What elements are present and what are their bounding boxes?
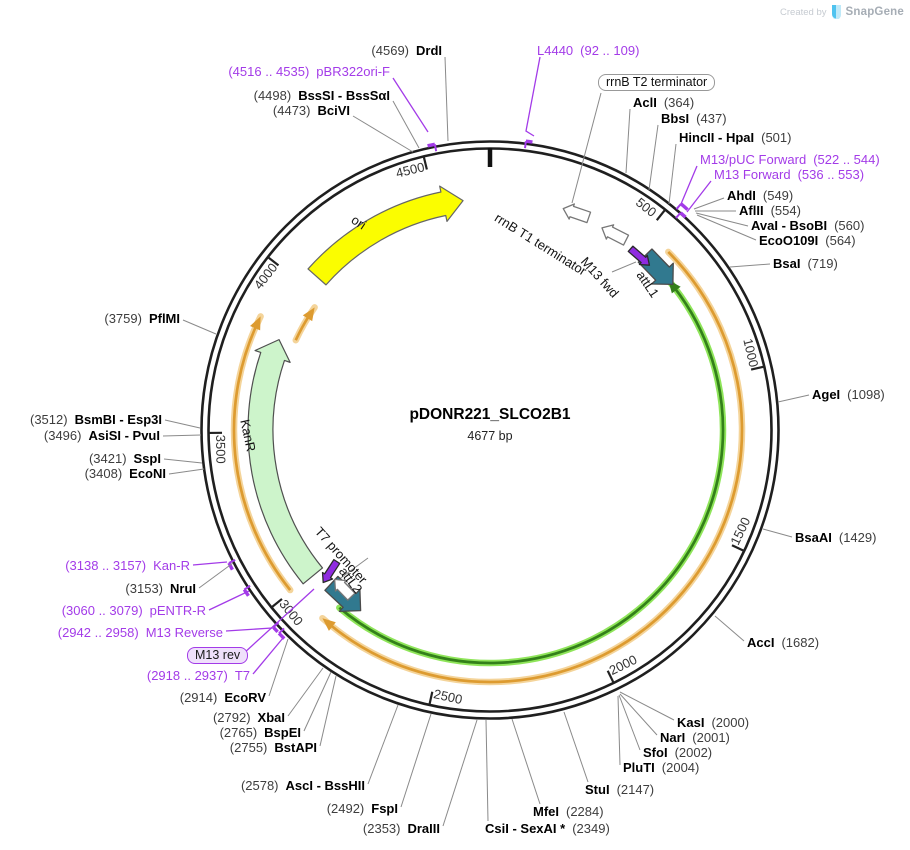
- leader-line-MfeI: [511, 718, 541, 805]
- scale-label-3000: 3000: [276, 597, 306, 629]
- leader-line-XbaI: [287, 667, 324, 717]
- leader-line-HincII-HpaI: [668, 143, 677, 205]
- plasmid-size: 4677 bp: [467, 429, 513, 443]
- leader-line-M13-fwd: [611, 261, 637, 273]
- leader-line-CsiI-SexAI: [485, 719, 489, 822]
- leader-line-M13-Reverse: [225, 627, 273, 632]
- leader-line-PluTI: [617, 695, 621, 766]
- snapgene-watermark: Created by SnapGene: [780, 5, 904, 19]
- pBR322ori-F-site: [427, 142, 436, 148]
- SLCO2B1-insert: [338, 286, 725, 665]
- leader-line-M13-pUC-Forward: [680, 165, 698, 205]
- leader-line-AccI: [714, 615, 745, 642]
- KanR-feature: [247, 339, 324, 585]
- leader-line-EcoRV: [268, 638, 289, 697]
- leader-line-AsiSI-PvuI: [162, 434, 202, 437]
- leader-line-M13-Forward: [686, 180, 712, 213]
- leader-line-pENTR-R: [208, 590, 250, 611]
- leader-line-FspI: [400, 713, 432, 808]
- scale-tick-4000: [267, 256, 280, 267]
- leader-line-DraIII: [442, 719, 478, 827]
- scale-label-4000: 4000: [251, 260, 281, 292]
- snapgene-brand-text: SnapGene: [845, 6, 904, 18]
- scale-label-3500: 3500: [213, 435, 228, 464]
- leader-line-pBR322ori-F: [392, 77, 429, 133]
- leader-line-T7: [252, 637, 284, 675]
- plasmid-name: pDONR221_SLCO2B1: [409, 406, 571, 423]
- orf-small: [294, 314, 311, 341]
- T7-promoter-arrow: [334, 578, 356, 601]
- leader-line-L4440: [525, 56, 541, 137]
- backbone-outer-ring: [200, 140, 780, 720]
- scale-tick-500: [655, 209, 666, 221]
- M13-Reverse-site: [272, 626, 279, 634]
- leader-line-AhdI: [693, 197, 725, 210]
- leader-line-NarI: [619, 693, 658, 736]
- M13-fwd-arrow: [627, 245, 651, 266]
- scale-label-1000: 1000: [740, 337, 761, 369]
- scale-tick-3000: [271, 598, 283, 609]
- leader-line-AgeI: [777, 394, 810, 403]
- leader-line-BspEI: [303, 671, 332, 732]
- M13-Reverse-site-foot: [272, 621, 280, 628]
- orf-insert-halo: [319, 248, 746, 686]
- orf-kanr-arrowhead: [250, 316, 261, 331]
- M13-Forward-site-foot: [675, 212, 682, 219]
- leader-line-DrdI: [444, 56, 449, 142]
- T7-site-foot: [278, 627, 285, 635]
- leader-line-BciVI: [352, 115, 414, 153]
- scale-label-2000: 2000: [607, 652, 640, 678]
- pENTR-R-site-foot: [243, 584, 251, 591]
- Kan-R-site-foot: [228, 558, 236, 564]
- M13-pUC-Forward-site-foot: [675, 203, 682, 210]
- leader-line-EcoNI: [168, 468, 205, 475]
- M13-Forward-site: [679, 211, 687, 219]
- scale-tick-1000: [750, 365, 765, 371]
- leader-line-KasI: [619, 691, 675, 721]
- pBR322ori-F-site-foot: [433, 144, 438, 152]
- leader-line-NruI: [198, 562, 234, 589]
- snapgene-logo-icon: [831, 5, 841, 19]
- scale-label-500: 500: [633, 195, 659, 220]
- rrnB-T2-terminator-arrow: [562, 203, 592, 224]
- leader-line-StuI: [563, 711, 589, 783]
- leader-line-M13-rev: [242, 588, 315, 655]
- leader-line-Kan-R: [192, 561, 228, 566]
- leader-line-T7-promoter: [337, 557, 369, 581]
- scale-label-2500: 2500: [432, 686, 463, 707]
- leader-line-SspI: [163, 458, 203, 464]
- T7-site: [277, 632, 286, 640]
- leader-line-AvaI-BsoBI: [695, 212, 749, 227]
- leader-line-rrnB-T2-terminator: [571, 92, 602, 204]
- scale-tick-2000: [606, 670, 615, 683]
- orf-small-arrowhead: [302, 307, 315, 322]
- L4440-site-foot: [524, 141, 527, 149]
- leader-line-PflMI: [182, 319, 217, 335]
- scale-tick-1500: [731, 544, 745, 552]
- rrnB-T1-terminator-arrow: [601, 224, 630, 246]
- leader-line-BbsI: [648, 124, 659, 191]
- leader-line-AscI-BssHII: [367, 704, 399, 785]
- leader-line-BstAPI: [319, 675, 337, 747]
- leader-line-AclI: [625, 108, 631, 174]
- orf-insert: [328, 250, 744, 684]
- M13-pUC-Forward-site: [679, 202, 689, 211]
- orf-kanr: [232, 324, 292, 591]
- scale-tick-2500: [428, 691, 434, 705]
- leader-line-BsmBI-Esp3I: [164, 419, 201, 429]
- leader-line-BsaAI: [762, 528, 793, 538]
- leader-line-EcoO109I: [696, 214, 757, 241]
- SLCO2B1-insert-halo: [336, 276, 727, 667]
- M13-rev-arrow: [321, 558, 341, 584]
- scale-tick-4500: [422, 156, 428, 170]
- scale-label-4500: 4500: [394, 159, 426, 180]
- created-by-text: Created by: [780, 6, 827, 18]
- leader-line-BssSI-BssSaI: [392, 100, 420, 149]
- leader-line-SfoI: [618, 694, 641, 751]
- orf-insert-arrowhead: [322, 618, 336, 631]
- leader-line-BsaI: [729, 263, 771, 268]
- ori-feature: [307, 185, 464, 286]
